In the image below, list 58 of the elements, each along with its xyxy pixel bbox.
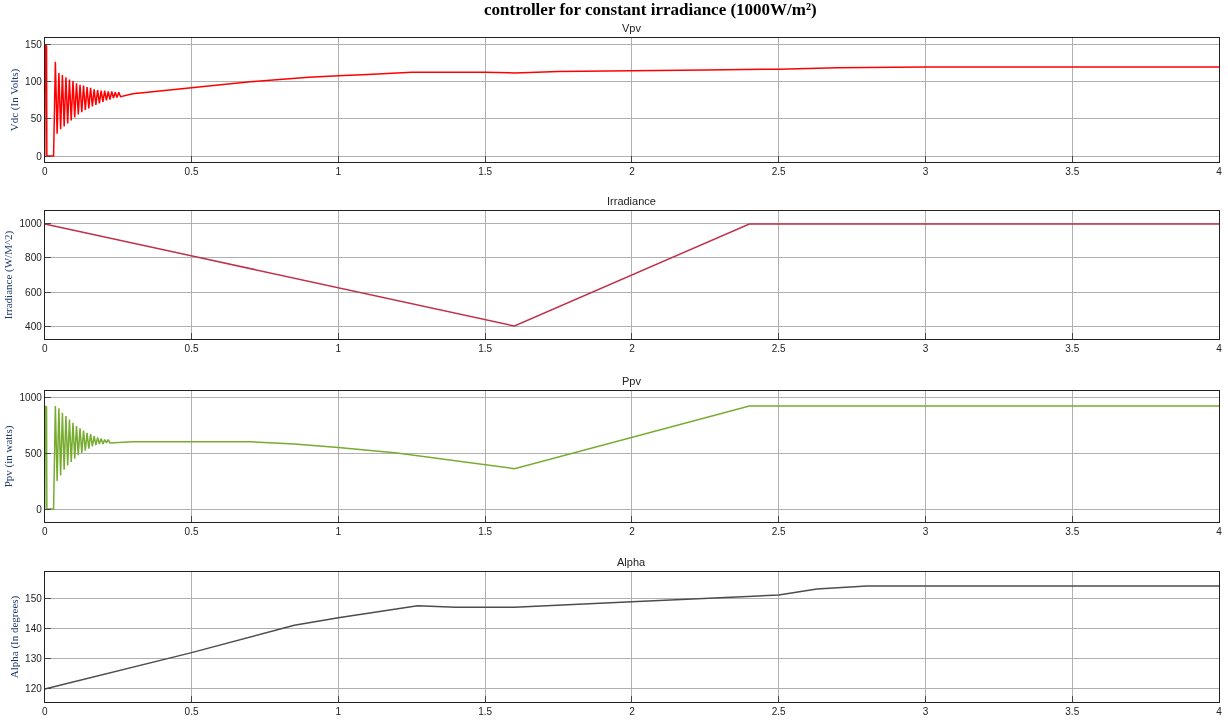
x-tick-label: 2.5: [771, 166, 787, 177]
x-tick-label: 1.5: [478, 166, 493, 177]
x-tick-label: 2: [629, 526, 636, 537]
x-tick-label: 4: [1216, 343, 1223, 354]
y-tick-label: 100: [25, 76, 43, 88]
x-tick-label: 3: [922, 166, 929, 177]
y-tick-label: 150: [25, 592, 43, 604]
text: controller for constant irradiance (1000W/m²): [484, 0, 817, 19]
x-tick-label: 0.5: [184, 706, 199, 717]
x-tick-label: 2.5: [771, 343, 787, 354]
line-series: [44, 43, 1220, 157]
y-tick-label: 800: [25, 252, 43, 264]
line-series: [44, 405, 1220, 510]
y-axis-title: Irradiance (W/M^2): [2, 230, 16, 320]
x-tick-label: 3: [922, 526, 929, 537]
x-tick-label: 3: [922, 706, 929, 717]
y-tick-label: 400: [25, 320, 43, 332]
x-tick-label: 1: [335, 526, 342, 537]
x-tick-label: 1.5: [478, 706, 493, 717]
x-tick-label: 0.5: [184, 166, 199, 177]
y-tick-label: 600: [25, 286, 43, 298]
x-tick-label: 0.5: [184, 526, 199, 537]
x-tick-label: 3.5: [1065, 526, 1080, 537]
chart-title: Ppv: [622, 375, 642, 387]
y-tick-label: 500: [25, 447, 43, 459]
x-tick-label: 1: [335, 166, 342, 177]
x-tick-label: 1.5: [478, 343, 493, 354]
chart-title: Vpv: [622, 22, 642, 34]
x-tick-label: 2: [629, 343, 636, 354]
x-tick-label: 3.5: [1065, 706, 1080, 717]
x-tick-label: 0.5: [184, 343, 199, 354]
y-tick-label: 1000: [19, 391, 43, 403]
y-tick-label: 0: [36, 503, 43, 515]
x-tick-label: 3: [922, 343, 929, 354]
x-tick-label: 2: [629, 706, 636, 717]
y-tick-label: 120: [25, 683, 43, 695]
y-tick-label: 50: [30, 113, 43, 125]
x-tick-label: 4: [1216, 526, 1223, 537]
x-tick-label: 2: [629, 166, 636, 177]
y-tick-label: 0: [36, 150, 43, 162]
y-axis-title: Ppv (in watts): [2, 425, 16, 488]
y-tick-label: 130: [25, 653, 43, 665]
x-tick-label: 2.5: [771, 706, 787, 717]
x-tick-label: 1.5: [478, 526, 493, 537]
x-tick-label: 1: [335, 706, 342, 717]
x-tick-label: 3.5: [1065, 343, 1080, 354]
y-axis-title: Vdc (In Volts): [7, 68, 21, 132]
y-tick-label: 1000: [19, 218, 43, 230]
x-tick-label: 4: [1216, 166, 1223, 177]
chart-title: Irradiance: [607, 195, 656, 207]
y-tick-label: 150: [25, 39, 43, 51]
x-tick-label: 3.5: [1065, 166, 1080, 177]
y-tick-label: 140: [25, 622, 43, 634]
chart-title: Alpha: [617, 556, 647, 568]
x-tick-label: 1: [335, 343, 342, 354]
x-tick-label: 2.5: [771, 526, 787, 537]
x-tick-label: 4: [1216, 706, 1223, 717]
y-axis-title: Alpha (In degrees): [7, 595, 21, 679]
